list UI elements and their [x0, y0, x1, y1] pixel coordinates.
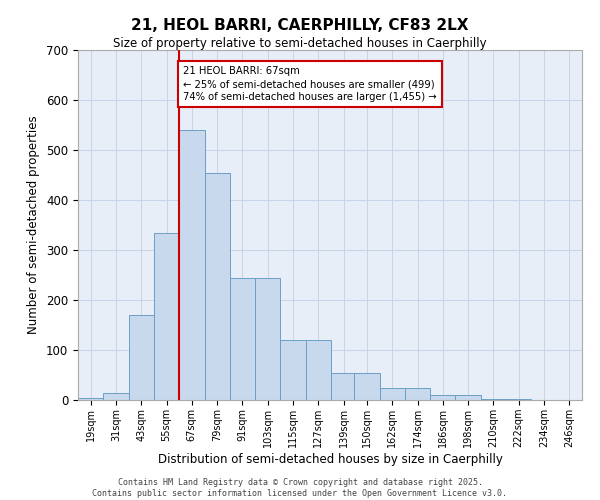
Bar	[405, 388, 430, 400]
Text: 21 HEOL BARRI: 67sqm
← 25% of semi-detached houses are smaller (499)
74% of semi: 21 HEOL BARRI: 67sqm ← 25% of semi-detac…	[184, 66, 437, 102]
Bar	[506, 399, 532, 400]
Bar	[354, 372, 380, 400]
Bar	[179, 130, 205, 400]
Bar	[154, 232, 179, 400]
Bar	[205, 172, 230, 400]
Bar	[103, 392, 128, 400]
X-axis label: Distribution of semi-detached houses by size in Caerphilly: Distribution of semi-detached houses by …	[158, 452, 502, 466]
Bar	[128, 315, 154, 400]
Bar	[481, 399, 506, 400]
Bar	[331, 372, 356, 400]
Bar	[255, 278, 280, 400]
Text: Size of property relative to semi-detached houses in Caerphilly: Size of property relative to semi-detach…	[113, 38, 487, 51]
Y-axis label: Number of semi-detached properties: Number of semi-detached properties	[28, 116, 40, 334]
Bar	[306, 340, 331, 400]
Text: 21, HEOL BARRI, CAERPHILLY, CF83 2LX: 21, HEOL BARRI, CAERPHILLY, CF83 2LX	[131, 18, 469, 32]
Bar	[455, 395, 481, 400]
Bar	[380, 388, 405, 400]
Text: Contains HM Land Registry data © Crown copyright and database right 2025.
Contai: Contains HM Land Registry data © Crown c…	[92, 478, 508, 498]
Bar	[78, 398, 103, 400]
Bar	[280, 340, 306, 400]
Bar	[230, 278, 255, 400]
Bar	[430, 395, 455, 400]
